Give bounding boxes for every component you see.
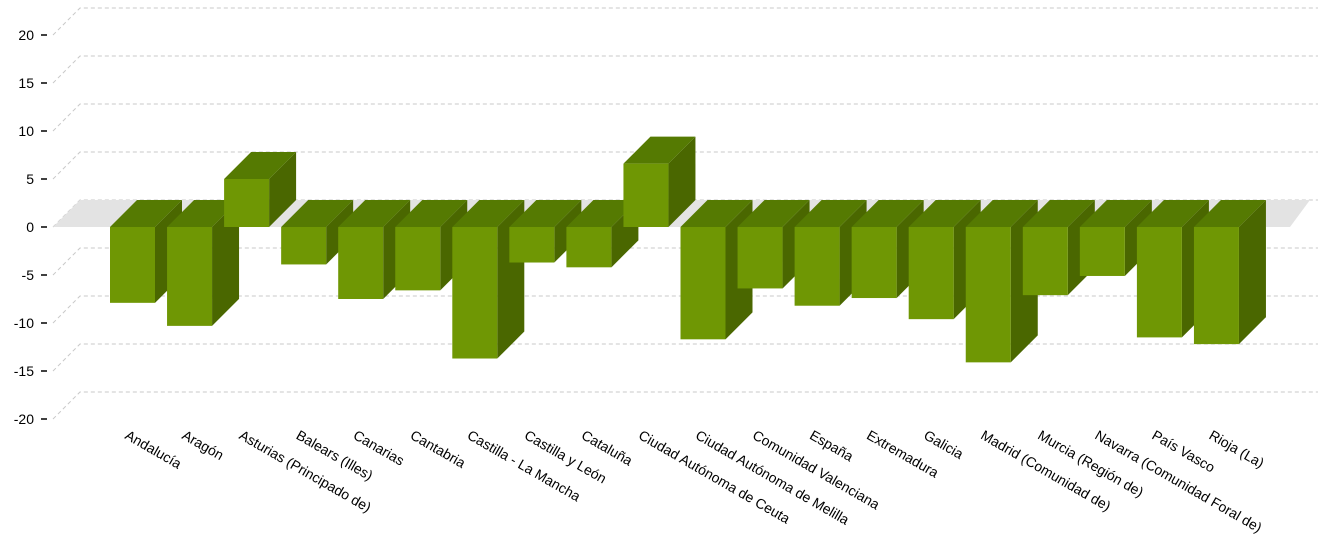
bar-top [1136, 200, 1209, 227]
bar-front [623, 163, 669, 227]
x-category-label: Galicia [921, 427, 966, 462]
bar [452, 200, 525, 359]
bar-front [680, 227, 726, 340]
bar-top [908, 200, 981, 227]
grid-line [52, 103, 1318, 132]
bar-front [167, 227, 213, 326]
bar-front [1136, 227, 1182, 338]
bar-front [737, 227, 783, 289]
bar-top [965, 200, 1038, 227]
bar-front [509, 227, 555, 263]
bar-top [851, 200, 924, 227]
grid-line [52, 343, 1318, 372]
bar-top [395, 200, 468, 227]
grid-line [52, 391, 1318, 420]
bar-front [794, 227, 840, 306]
bar-front [566, 227, 612, 268]
bar-front [452, 227, 498, 359]
bar [1193, 200, 1266, 345]
bar-top [509, 200, 582, 227]
bar-front [1079, 227, 1125, 276]
bar-front [851, 227, 897, 299]
bar-front [1022, 227, 1068, 296]
x-category-label: Andalucía [123, 427, 185, 472]
bar-top [680, 200, 753, 227]
y-tick-label: 10 [18, 123, 34, 139]
grid-line [52, 7, 1318, 36]
bar-front [395, 227, 441, 291]
bar-top [224, 152, 297, 179]
x-category-label: Cantabria [408, 427, 469, 471]
bar-front [1193, 227, 1239, 345]
bar-front [338, 227, 384, 299]
bar-side [1238, 200, 1266, 345]
grid-line [52, 295, 1318, 324]
bar [167, 200, 240, 326]
bar-front [110, 227, 155, 303]
bar-top [110, 200, 182, 227]
bar-top [281, 200, 354, 227]
bar-top [794, 200, 867, 227]
bars [110, 136, 1266, 363]
y-tick-label: 20 [18, 27, 34, 43]
y-tick-label: -5 [22, 267, 35, 283]
bar-side [269, 152, 297, 227]
bar-top [1079, 200, 1152, 227]
y-axis: 20 15 10 5 0 -5 -10 -15 -20 [14, 27, 47, 427]
x-category-label: Aragón [180, 427, 227, 463]
bar [224, 152, 297, 227]
bar [509, 200, 582, 263]
y-tick-label: 0 [26, 219, 34, 235]
y-tick-label: -10 [14, 315, 34, 331]
grid-line [52, 151, 1318, 180]
bar [623, 136, 696, 227]
bar-top [737, 200, 810, 227]
bar-side [668, 136, 696, 227]
bar-top [167, 200, 240, 227]
bar-top [338, 200, 411, 227]
y-tick-label: -15 [14, 363, 34, 379]
y-tick-label: 15 [18, 75, 34, 91]
bar-top [1193, 200, 1266, 227]
bar-side [212, 200, 240, 326]
bar-front [965, 227, 1011, 363]
bar-front [224, 179, 270, 227]
bar-front [281, 227, 327, 265]
y-tick-label: 5 [26, 171, 34, 187]
bar-front [908, 227, 954, 320]
bar-top [1022, 200, 1095, 227]
bar-top [452, 200, 525, 227]
grid-line [52, 55, 1318, 84]
bar-top [566, 200, 639, 227]
bar-top [623, 136, 696, 164]
y-tick-label: -20 [14, 411, 34, 427]
